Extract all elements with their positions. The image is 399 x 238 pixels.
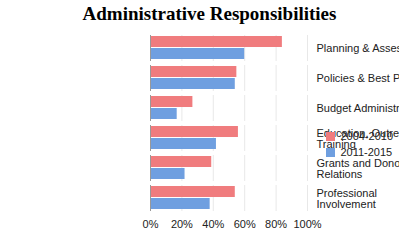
svg-text:20%: 20% [171,218,193,230]
svg-text:Policies & Best Practices: Policies & Best Practices [317,72,399,84]
svg-text:Grants and DonorRelations: Grants and DonorRelations [317,157,399,180]
svg-text:100%: 100% [293,218,321,230]
svg-text:60%: 60% [234,218,256,230]
svg-text:Budget Administration: Budget Administration [317,102,399,114]
svg-text:ProfessionalInvolvement: ProfessionalInvolvement [317,187,378,210]
svg-text:Planning & Assessment: Planning & Assessment [317,42,399,54]
svg-text:80%: 80% [265,218,287,230]
html-text:Administrative Responsibilitie: Administrative Responsibilities [82,3,337,24]
html-text:2004-2010: 2004-2010 [340,130,393,142]
html-text:Training: Training [316,137,356,150]
html-text:2011-2015: 2011-2015 [340,146,393,158]
svg-text:0%: 0% [143,218,159,230]
svg-text:40%: 40% [202,218,224,230]
